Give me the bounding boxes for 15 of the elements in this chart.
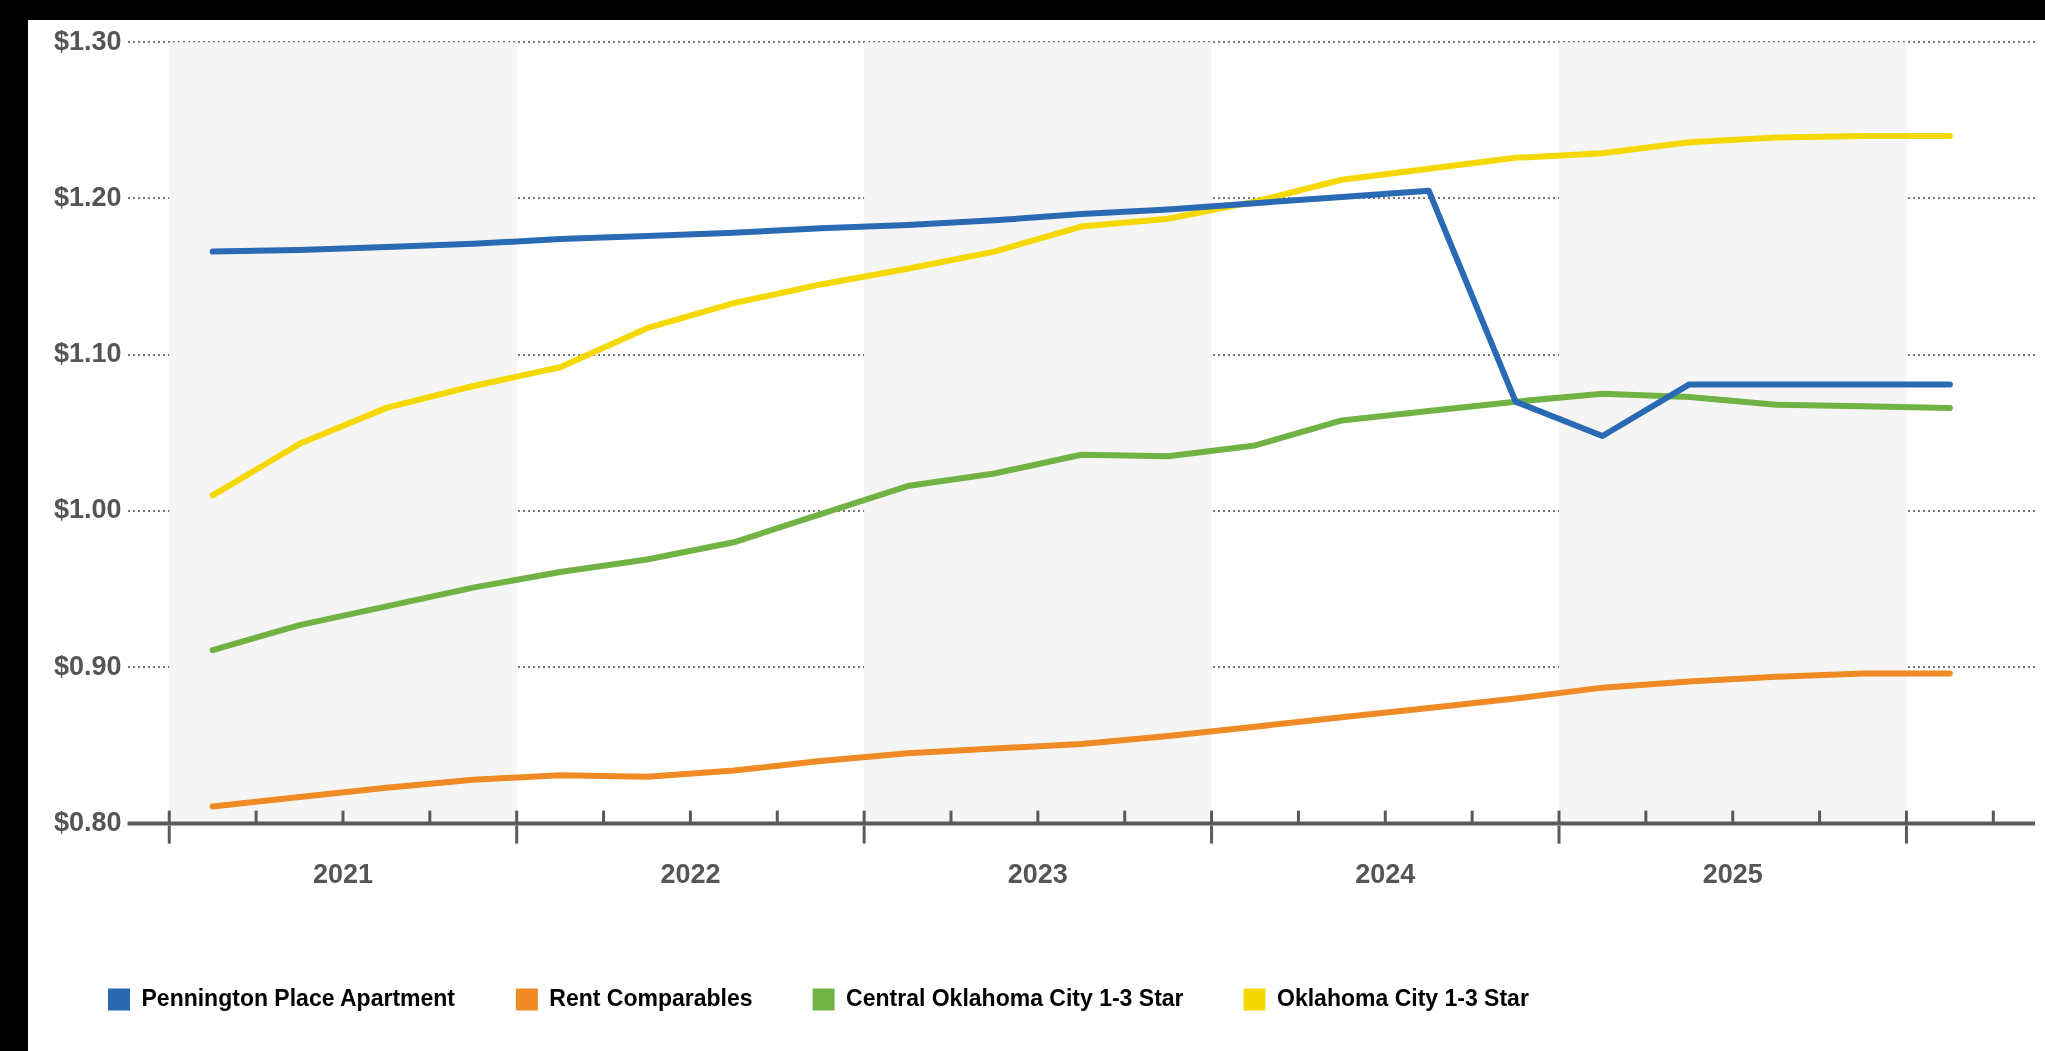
- x-tick-label: 2021: [312, 859, 374, 890]
- x-tick-label: 2023: [1007, 859, 1068, 890]
- x-tick-label: 2025: [1702, 859, 1763, 890]
- y-tick-label: $1.10: [53, 338, 122, 369]
- legend-label: Central Oklahoma City 1-3 Star: [846, 984, 1184, 1011]
- x-tick-label: 2022: [660, 859, 721, 890]
- y-tick-label: $1.30: [53, 25, 122, 56]
- y-tick-label: $1.20: [53, 181, 122, 212]
- legend-label: Pennington Place Apartment: [141, 984, 456, 1011]
- x-tick-label: 2024: [1355, 859, 1416, 890]
- legend-label: Oklahoma City 1-3 Star: [1277, 984, 1529, 1011]
- y-tick-label: $1.00: [53, 494, 122, 525]
- legend-label: Rent Comparables: [549, 984, 753, 1011]
- y-tick-label: $0.80: [53, 807, 122, 838]
- y-tick-label: $0.90: [53, 650, 122, 681]
